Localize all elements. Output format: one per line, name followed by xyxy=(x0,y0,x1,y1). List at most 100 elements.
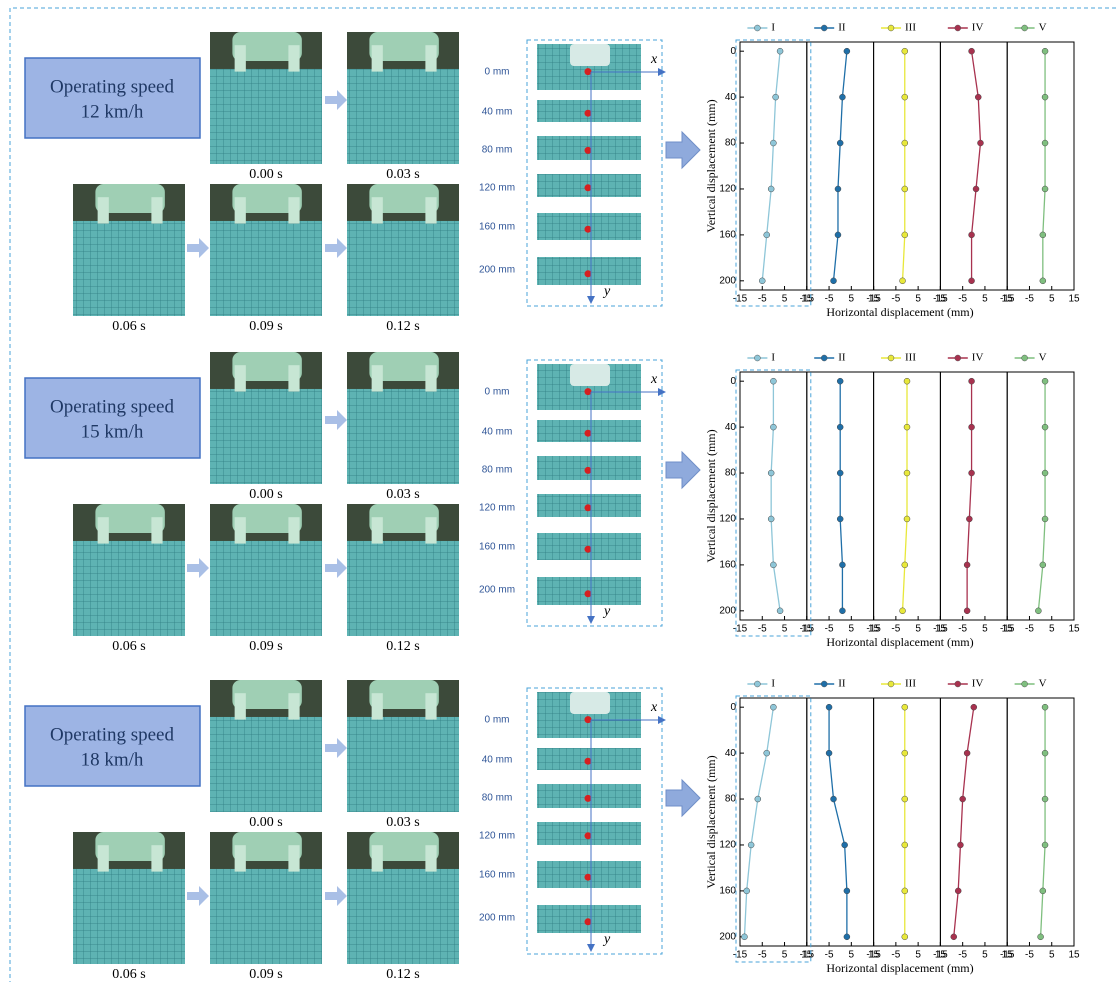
x-tick-label: -15 xyxy=(733,950,748,961)
y-tick-label: 120 xyxy=(719,184,736,195)
x-tick-label: -15 xyxy=(866,950,881,961)
x-tick-label: -15 xyxy=(733,294,748,305)
y-tick-label: 40 xyxy=(725,748,737,759)
point xyxy=(1042,424,1048,430)
point xyxy=(773,94,779,100)
point xyxy=(1042,140,1048,146)
subplot-frame xyxy=(740,42,807,290)
photo-nozzle xyxy=(372,693,383,719)
distance-label: 160 mm xyxy=(479,222,515,233)
seed xyxy=(585,758,592,765)
x-tick-label: -15 xyxy=(1000,294,1015,305)
point xyxy=(902,796,908,802)
point xyxy=(839,562,845,568)
frame-time: 0.00 s xyxy=(249,815,282,830)
distance-label: 120 mm xyxy=(479,183,515,194)
legend-label: II xyxy=(838,352,846,364)
legend-marker xyxy=(955,355,961,361)
x-tick-label: 5 xyxy=(782,294,788,305)
point xyxy=(764,750,770,756)
legend-label: I xyxy=(771,678,775,690)
point xyxy=(1042,842,1048,848)
x-tick-label: -15 xyxy=(1000,624,1015,635)
point xyxy=(969,424,975,430)
y-tick-label: 120 xyxy=(719,514,736,525)
series-line xyxy=(903,51,905,281)
speed-box xyxy=(25,706,200,786)
frame-time: 0.09 s xyxy=(249,319,282,334)
point xyxy=(1042,186,1048,192)
x-tick-label: -15 xyxy=(733,624,748,635)
point xyxy=(904,424,910,430)
photo-nozzle xyxy=(98,517,109,543)
distance-label: 160 mm xyxy=(479,542,515,553)
subplot-frame xyxy=(874,42,941,290)
subplot-frame xyxy=(1007,42,1074,290)
photo-nozzle xyxy=(235,845,246,871)
photo xyxy=(347,832,459,964)
x-tick-label: 5 xyxy=(849,950,855,961)
photo-nozzle xyxy=(372,845,383,871)
series-line xyxy=(840,381,842,611)
frame-time: 0.09 s xyxy=(249,639,282,654)
big-arrow xyxy=(666,132,700,168)
point xyxy=(900,608,906,614)
photo-nozzle xyxy=(151,197,162,223)
photo xyxy=(73,504,185,636)
point xyxy=(764,232,770,238)
point xyxy=(770,424,776,430)
arrow xyxy=(325,558,347,578)
photo-nozzle xyxy=(372,517,383,543)
point xyxy=(1042,750,1048,756)
distance-label: 80 mm xyxy=(482,465,513,476)
subplot-frame xyxy=(874,698,941,946)
x-tick-label: -5 xyxy=(758,950,767,961)
legend-label: I xyxy=(771,352,775,364)
legend-marker xyxy=(754,681,760,687)
seed xyxy=(585,110,592,117)
x-tick-label: 5 xyxy=(1049,294,1055,305)
point xyxy=(768,470,774,476)
x-tick-label: 5 xyxy=(782,624,788,635)
x-tick-label: -5 xyxy=(891,294,900,305)
ruler-machine xyxy=(570,692,610,714)
photo xyxy=(347,352,459,484)
y-axis-title: Vertical displacement (mm) xyxy=(704,429,718,562)
arrow xyxy=(187,886,209,906)
legend-marker xyxy=(955,25,961,31)
arrow xyxy=(325,886,347,906)
point xyxy=(971,704,977,710)
photo-nozzle xyxy=(288,845,299,871)
x-tick-label: 5 xyxy=(915,624,921,635)
x-axis-title: Horizontal displacement (mm) xyxy=(826,635,973,649)
point xyxy=(904,516,910,522)
point xyxy=(1040,278,1046,284)
x-tick-label: 5 xyxy=(982,294,988,305)
legend-label: II xyxy=(838,678,846,690)
point xyxy=(1038,934,1044,940)
distance-label: 0 mm xyxy=(485,387,510,398)
point xyxy=(964,608,970,614)
point xyxy=(837,378,843,384)
y-tick-label: 40 xyxy=(725,422,737,433)
subplot-frame xyxy=(940,42,1007,290)
point xyxy=(969,470,975,476)
x-tick-label: 5 xyxy=(982,950,988,961)
point xyxy=(842,842,848,848)
point xyxy=(904,470,910,476)
frame-time: 0.03 s xyxy=(386,167,419,182)
point xyxy=(902,232,908,238)
point xyxy=(902,888,908,894)
point xyxy=(844,934,850,940)
x-tick-label: -15 xyxy=(933,624,948,635)
point xyxy=(902,562,908,568)
x-tick-label: 5 xyxy=(982,624,988,635)
series-line xyxy=(744,707,773,937)
photo-nozzle xyxy=(98,845,109,871)
photo xyxy=(347,184,459,316)
arrow xyxy=(187,238,209,258)
y-tick-label: 200 xyxy=(719,605,736,616)
point xyxy=(1042,48,1048,54)
y-tick-label: 80 xyxy=(725,138,737,149)
axis-x-label: x xyxy=(650,52,658,67)
